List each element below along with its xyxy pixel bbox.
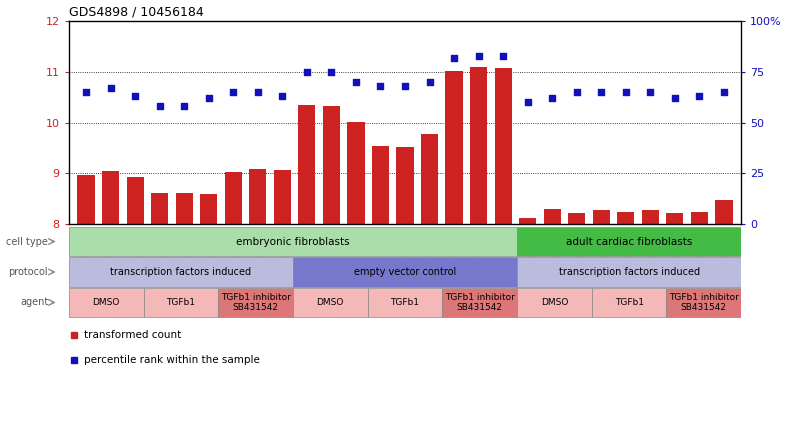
Bar [368,288,442,317]
Text: transcription factors induced: transcription factors induced [559,267,700,277]
Bar [200,194,217,224]
Bar [442,288,517,317]
Bar [568,213,586,224]
Bar [592,288,667,317]
Text: TGFb1 inhibitor
SB431542: TGFb1 inhibitor SB431542 [669,293,739,312]
Text: percentile rank within the sample: percentile rank within the sample [84,355,260,365]
Text: DMSO: DMSO [92,298,120,307]
Bar [517,288,592,317]
Bar [691,212,708,224]
Text: embryonic fibroblasts: embryonic fibroblasts [237,236,350,247]
Bar [347,122,364,224]
Point [570,89,583,96]
Point [668,95,681,102]
Text: DMSO: DMSO [541,298,568,307]
Text: empty vector control: empty vector control [354,267,456,277]
Point [104,85,117,91]
Text: agent: agent [20,297,49,308]
Bar [218,288,293,317]
Point [718,89,731,96]
Bar [617,212,634,224]
Bar [69,227,517,256]
Bar [224,173,242,224]
Point [497,52,509,59]
Point [202,95,215,102]
Point [693,93,706,100]
Point [472,52,485,59]
Text: DMSO: DMSO [317,298,344,307]
Point [325,69,338,75]
Text: transcription factors induced: transcription factors induced [110,267,251,277]
Bar [69,257,293,287]
Point [129,93,142,100]
Bar [372,146,389,224]
Bar [176,193,193,224]
Bar [517,227,741,256]
Bar [249,169,266,224]
Text: protocol: protocol [9,267,49,277]
Point [423,79,436,85]
Point [251,89,264,96]
Point [374,83,387,90]
Point [546,95,559,102]
Bar [78,175,95,224]
Bar [396,147,414,224]
Point [448,54,461,61]
Bar [544,209,561,224]
Bar [446,71,463,224]
Bar [593,210,610,224]
Point [399,83,411,90]
Text: cell type: cell type [6,236,49,247]
Bar [69,288,143,317]
Bar [323,106,340,224]
Point [301,69,313,75]
Bar [143,288,218,317]
Bar [667,213,684,224]
Bar [470,67,487,224]
Point [153,103,166,110]
Bar [151,193,168,224]
Point [595,89,608,96]
Point [644,89,657,96]
Point [620,89,633,96]
Bar [274,170,291,224]
Point [276,93,289,100]
Bar [102,171,119,224]
Text: GDS4898 / 10456184: GDS4898 / 10456184 [69,5,203,19]
Point [79,89,92,96]
Text: transformed count: transformed count [84,330,181,340]
Bar [642,210,659,224]
Text: TGFb1: TGFb1 [615,298,644,307]
Point [521,99,534,106]
Point [177,103,190,110]
Bar [667,288,741,317]
Bar [293,288,368,317]
Bar [421,135,438,224]
Point [227,89,240,96]
Bar [715,200,732,224]
Bar [519,218,536,224]
Text: TGFb1 inhibitor
SB431542: TGFb1 inhibitor SB431542 [220,293,291,312]
Text: TGFb1: TGFb1 [166,298,195,307]
Bar [517,257,741,287]
Text: TGFb1 inhibitor
SB431542: TGFb1 inhibitor SB431542 [445,293,514,312]
Bar [293,257,517,287]
Bar [126,177,143,224]
Bar [298,105,315,224]
Text: adult cardiac fibroblasts: adult cardiac fibroblasts [566,236,693,247]
Point [349,79,362,85]
Text: TGFb1: TGFb1 [390,298,420,307]
Bar [495,68,512,224]
